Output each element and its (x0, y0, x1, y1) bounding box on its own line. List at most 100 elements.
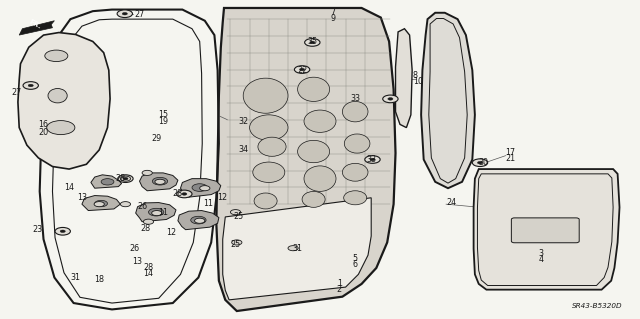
Text: 25: 25 (230, 240, 241, 249)
Text: 15: 15 (158, 110, 168, 119)
Ellipse shape (250, 115, 288, 140)
Text: 28: 28 (173, 189, 183, 198)
Text: 29: 29 (152, 134, 162, 143)
Text: 13: 13 (132, 257, 143, 266)
Circle shape (294, 66, 310, 73)
Text: 13: 13 (77, 193, 87, 202)
Text: 21: 21 (506, 154, 516, 163)
Text: 11: 11 (204, 199, 214, 208)
Circle shape (118, 175, 133, 182)
Circle shape (95, 200, 108, 207)
Circle shape (191, 216, 206, 224)
Text: 17: 17 (506, 148, 516, 157)
Text: 9: 9 (330, 14, 335, 23)
Circle shape (120, 176, 131, 181)
Circle shape (365, 156, 380, 163)
Polygon shape (140, 173, 178, 191)
Polygon shape (91, 175, 122, 188)
Ellipse shape (344, 134, 370, 153)
Circle shape (383, 95, 398, 103)
Text: 22: 22 (297, 66, 307, 75)
Ellipse shape (302, 191, 325, 207)
Text: 35: 35 (307, 37, 317, 46)
Text: 20: 20 (38, 128, 49, 137)
Text: 14: 14 (64, 183, 74, 192)
Polygon shape (19, 21, 54, 35)
Text: 31: 31 (292, 244, 303, 253)
Text: 18: 18 (94, 275, 104, 284)
Ellipse shape (254, 193, 277, 209)
Text: 27: 27 (134, 10, 145, 19)
Circle shape (192, 184, 207, 191)
Circle shape (55, 227, 70, 235)
Circle shape (45, 50, 68, 62)
Circle shape (182, 193, 187, 195)
Text: 28: 28 (141, 224, 151, 233)
Ellipse shape (342, 163, 368, 181)
Circle shape (23, 82, 38, 89)
Text: 6: 6 (353, 260, 358, 269)
Text: FR.: FR. (28, 18, 42, 30)
Circle shape (120, 202, 131, 207)
Text: 33: 33 (366, 155, 376, 164)
Polygon shape (180, 179, 221, 197)
Ellipse shape (258, 137, 286, 156)
Text: 30: 30 (479, 158, 489, 167)
Ellipse shape (298, 77, 330, 101)
Polygon shape (396, 29, 412, 128)
Text: 28: 28 (143, 263, 154, 272)
Text: 27: 27 (11, 88, 21, 97)
Text: 3: 3 (538, 249, 543, 258)
Circle shape (195, 218, 205, 223)
Text: SR43-B5320D: SR43-B5320D (572, 303, 622, 309)
Text: 14: 14 (143, 269, 154, 278)
Circle shape (477, 161, 483, 164)
Polygon shape (178, 211, 219, 230)
Text: 2: 2 (337, 285, 342, 293)
Circle shape (60, 230, 65, 233)
Ellipse shape (48, 88, 67, 103)
Circle shape (288, 246, 298, 251)
Polygon shape (216, 8, 396, 311)
Circle shape (101, 179, 114, 185)
Circle shape (122, 12, 127, 15)
Polygon shape (223, 198, 371, 300)
Polygon shape (136, 203, 176, 222)
Circle shape (142, 170, 152, 175)
Circle shape (155, 179, 165, 184)
Circle shape (47, 121, 75, 135)
Ellipse shape (253, 162, 285, 182)
Circle shape (232, 240, 242, 245)
Text: 12: 12 (218, 193, 228, 202)
Text: 8: 8 (413, 71, 418, 80)
Text: 16: 16 (38, 120, 49, 129)
Circle shape (28, 84, 33, 87)
Circle shape (300, 68, 305, 71)
Text: 28: 28 (115, 174, 125, 182)
Ellipse shape (298, 140, 330, 163)
Ellipse shape (342, 101, 368, 122)
Circle shape (152, 177, 168, 185)
Ellipse shape (344, 191, 367, 205)
Text: 24: 24 (447, 198, 457, 207)
Polygon shape (421, 13, 475, 188)
Text: 26: 26 (137, 202, 147, 211)
Circle shape (305, 39, 320, 46)
Circle shape (117, 10, 132, 18)
Text: 31: 31 (70, 273, 81, 282)
Circle shape (148, 208, 164, 216)
Text: 5: 5 (353, 254, 358, 263)
Circle shape (177, 190, 192, 198)
Text: 19: 19 (158, 117, 168, 126)
Text: 12: 12 (166, 228, 177, 237)
Circle shape (230, 210, 241, 215)
Circle shape (143, 219, 154, 224)
Text: 26: 26 (129, 244, 140, 253)
Circle shape (370, 158, 375, 161)
Text: 23: 23 (32, 225, 42, 234)
Polygon shape (474, 169, 620, 290)
FancyBboxPatch shape (511, 218, 579, 243)
Text: 4: 4 (538, 255, 543, 263)
Ellipse shape (243, 78, 288, 113)
Text: 10: 10 (413, 77, 423, 86)
